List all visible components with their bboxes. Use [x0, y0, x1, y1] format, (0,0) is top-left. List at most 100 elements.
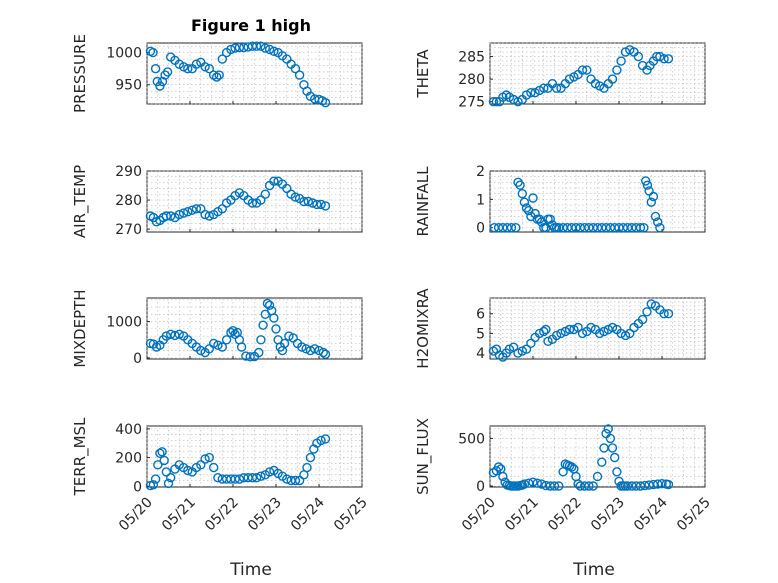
y-tick-label: 285 — [458, 50, 485, 66]
y-tick-label: 400 — [115, 422, 142, 438]
data-point — [213, 473, 223, 483]
axes-box — [489, 42, 706, 105]
x-tick-label: 05/22 — [545, 495, 585, 535]
data-point — [612, 65, 622, 75]
data-point — [264, 467, 275, 477]
data-point — [264, 44, 275, 55]
data-point — [183, 63, 193, 74]
data-point — [554, 481, 564, 491]
data-point — [256, 41, 266, 51]
data-point — [603, 424, 613, 434]
data-point — [586, 322, 596, 333]
data-point — [316, 435, 326, 446]
y-tick-label: 1000 — [106, 315, 142, 331]
data-point — [530, 87, 540, 98]
data-point — [303, 196, 313, 207]
data-point — [161, 211, 172, 221]
y-tick-label: 290 — [115, 164, 142, 180]
data-point — [264, 300, 275, 310]
x-tick-label: 05/23 — [588, 495, 628, 535]
x-tick-label: 05/24 — [288, 494, 328, 534]
data-point — [577, 328, 588, 339]
data-point — [187, 205, 197, 215]
data-point — [663, 54, 674, 64]
data-point — [648, 191, 659, 202]
y-tick-label: 1 — [476, 192, 485, 208]
data-point — [607, 322, 618, 333]
data-point — [239, 42, 249, 53]
data-point — [282, 474, 292, 484]
data-point — [506, 222, 517, 233]
data-point — [573, 322, 583, 333]
data-point — [577, 65, 588, 75]
data-point — [616, 328, 626, 339]
y-tick-label: 0 — [476, 479, 485, 495]
data-point — [155, 448, 165, 458]
x-tick-label: 05/21 — [502, 495, 542, 535]
data-point — [191, 204, 202, 214]
data-point — [312, 199, 322, 210]
data-point — [519, 479, 530, 489]
y-tick-label: 4 — [476, 346, 485, 362]
data-point — [493, 462, 504, 472]
data-point — [508, 342, 519, 352]
data-point — [196, 345, 206, 356]
chart-pressure: 950 1000 PRESSURE — [71, 34, 363, 113]
y-tick-label: 500 — [458, 431, 485, 447]
data-point — [260, 189, 270, 199]
data-point — [269, 313, 279, 323]
y-axis-label: H2OMIXRA — [414, 288, 432, 369]
data-point — [148, 47, 158, 58]
data-point — [642, 307, 652, 317]
data-point — [290, 192, 301, 202]
data-point — [657, 479, 667, 489]
data-point — [226, 327, 236, 338]
chart-h2omixra: 4 5 6 H2OMIXRA — [414, 288, 706, 369]
data-point — [564, 324, 575, 335]
data-point — [641, 176, 651, 186]
data-point — [640, 480, 650, 491]
chart-terr-msl: 0 200 400 TERR_MSL 05/20 05/21 05/22 05/23 05/24… — [71, 417, 371, 534]
data-point — [567, 462, 577, 472]
data-point — [605, 433, 616, 444]
series-markers — [145, 41, 331, 108]
data-point — [157, 447, 167, 457]
data-point — [551, 83, 562, 93]
data-point — [159, 455, 169, 466]
data-point — [153, 460, 163, 470]
data-point — [183, 465, 193, 476]
chart-mixdepth: 0 1000 MIXDEPTH — [71, 289, 363, 368]
data-point — [526, 87, 536, 98]
data-point — [635, 222, 646, 233]
y-tick-label: 280 — [458, 72, 485, 88]
y-axis-label: TERR_MSL — [71, 417, 90, 496]
data-point — [532, 478, 542, 488]
series-markers — [489, 176, 665, 233]
y-axis-label: AIR_TEMP — [71, 165, 90, 238]
x-tick-label: 05/23 — [245, 495, 285, 535]
data-point — [251, 41, 262, 51]
data-point — [320, 97, 331, 108]
data-point — [653, 217, 663, 227]
data-point — [528, 193, 538, 203]
data-point — [556, 328, 566, 339]
data-point — [148, 339, 159, 349]
data-point — [247, 198, 258, 208]
x-axis-label-right: Time — [572, 560, 615, 580]
data-point — [663, 309, 674, 319]
data-point — [610, 452, 620, 463]
data-point — [294, 70, 305, 80]
data-point — [536, 479, 547, 489]
data-point — [262, 298, 273, 309]
y-tick-label: 0 — [133, 351, 142, 367]
data-point — [633, 51, 644, 62]
data-point — [599, 326, 609, 337]
data-point — [290, 475, 301, 486]
data-point — [148, 480, 159, 490]
x-tick-label: 05/25 — [674, 495, 714, 535]
data-point — [607, 443, 618, 453]
data-point — [200, 454, 210, 464]
axes-box — [489, 170, 706, 233]
data-point — [208, 338, 219, 349]
